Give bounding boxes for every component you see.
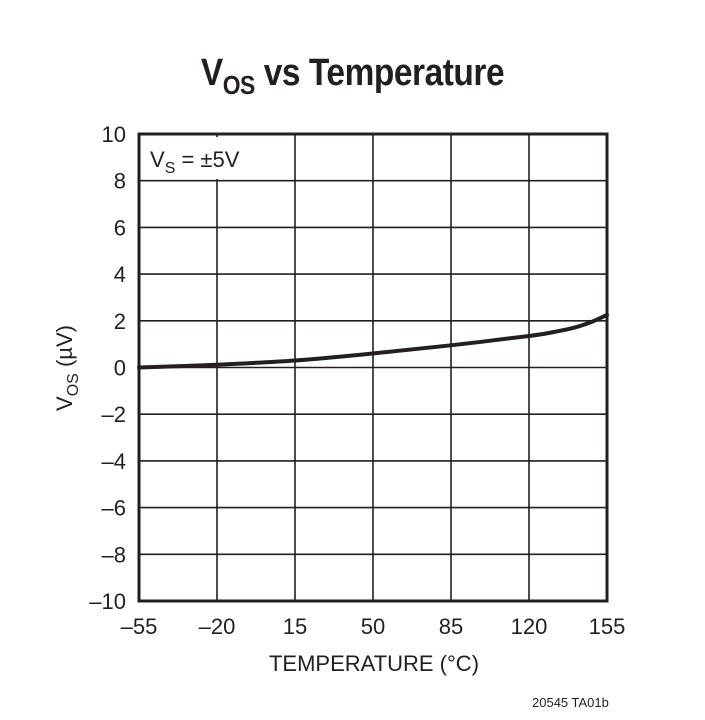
annotation-background xyxy=(142,137,294,179)
title-rest: vs Temperature xyxy=(254,52,505,94)
y-tick-label: –2 xyxy=(102,402,126,427)
y-axis-ticks: 10 8 6 4 2 0 –2 –4 –6 –8 –10 xyxy=(89,122,126,614)
y-tick-label: –4 xyxy=(102,449,126,474)
supply-annotation: VS = ±5V xyxy=(150,147,240,177)
x-axis-label: TEMPERATURE (°C) xyxy=(269,651,479,676)
y-tick-label: 6 xyxy=(114,215,126,240)
x-tick-label: –20 xyxy=(199,614,236,639)
y-tick-label: –10 xyxy=(89,589,126,614)
y-tick-label: 2 xyxy=(114,309,126,334)
y-axis-label: VOS (µV) xyxy=(52,325,82,411)
y-tick-label: 4 xyxy=(114,262,126,287)
figure-id: 20545 TA01b xyxy=(532,695,609,710)
y-tick-label: 0 xyxy=(114,356,126,381)
grid-lines xyxy=(139,134,607,601)
x-tick-label: –55 xyxy=(121,614,158,639)
x-tick-label: 15 xyxy=(283,614,307,639)
title-subscript: OS xyxy=(222,70,256,100)
y-tick-label: 10 xyxy=(102,122,126,147)
title-main: V xyxy=(200,52,223,94)
y-tick-label: –6 xyxy=(102,496,126,521)
x-tick-label: 50 xyxy=(361,614,385,639)
vos-curve xyxy=(137,312,609,370)
y-tick-label: 8 xyxy=(114,169,126,194)
x-axis-ticks: –55 –20 15 50 85 120 155 xyxy=(121,614,626,639)
y-tick-label: –8 xyxy=(102,542,126,567)
chart-title: VOS vs Temperature xyxy=(42,52,662,101)
x-tick-label: 155 xyxy=(589,614,626,639)
x-tick-label: 120 xyxy=(511,614,548,639)
x-tick-label: 85 xyxy=(439,614,463,639)
